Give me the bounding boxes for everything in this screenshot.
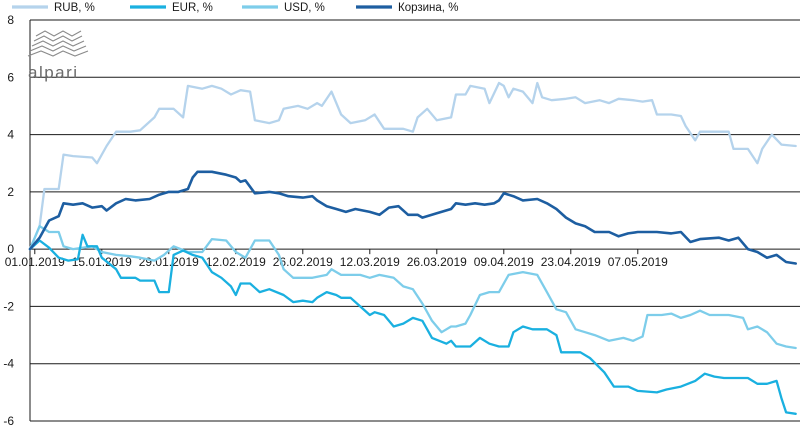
legend: RUB, % EUR, % USD, % Корзина, % xyxy=(12,2,458,14)
x-tick-label: 26.02.2019 xyxy=(273,255,333,269)
y-tick-label: 4 xyxy=(7,128,14,142)
y-tick-label: 0 xyxy=(7,242,14,256)
x-tick-label: 23.04.2019 xyxy=(541,255,601,269)
x-tick-label: 26.03.2019 xyxy=(407,255,467,269)
legend-label: USD, % xyxy=(284,2,325,14)
grid-lines xyxy=(30,19,800,422)
y-tick-label: 6 xyxy=(7,70,14,84)
x-tick-label: 15.01.2019 xyxy=(72,255,132,269)
x-tick-label: 09.04.2019 xyxy=(474,255,534,269)
x-tick-label: 07.05.2019 xyxy=(608,255,668,269)
series-line xyxy=(28,233,797,415)
x-tick-label: 01.01.2019 xyxy=(5,255,65,269)
legend-label: RUB, % xyxy=(54,2,95,14)
legend-label: Корзина, % xyxy=(398,2,458,14)
y-tick-label: -6 xyxy=(3,414,14,428)
x-tick-label: 12.02.2019 xyxy=(206,255,266,269)
x-tick-label: 12.03.2019 xyxy=(340,255,400,269)
series-line xyxy=(28,225,797,350)
y-tick-label: 8 xyxy=(7,13,14,27)
x-tick-label: 29.01.2019 xyxy=(139,255,199,269)
y-tick-label: -4 xyxy=(3,357,14,371)
series-line xyxy=(28,81,797,251)
y-tick-label: 2 xyxy=(7,185,14,199)
alpari-logo-mark xyxy=(27,30,89,57)
axes: -6 -4 -2 0 2 4 6 8 01.01.2019 15.01.2019 29.01.201… xyxy=(3,13,668,428)
logo-text: alpari xyxy=(28,63,79,82)
alpari-logo: alpari xyxy=(27,30,89,82)
series-line xyxy=(28,170,798,265)
y-tick-label: -2 xyxy=(3,299,14,313)
legend-label: EUR, % xyxy=(172,2,213,14)
series-lines xyxy=(28,81,798,415)
